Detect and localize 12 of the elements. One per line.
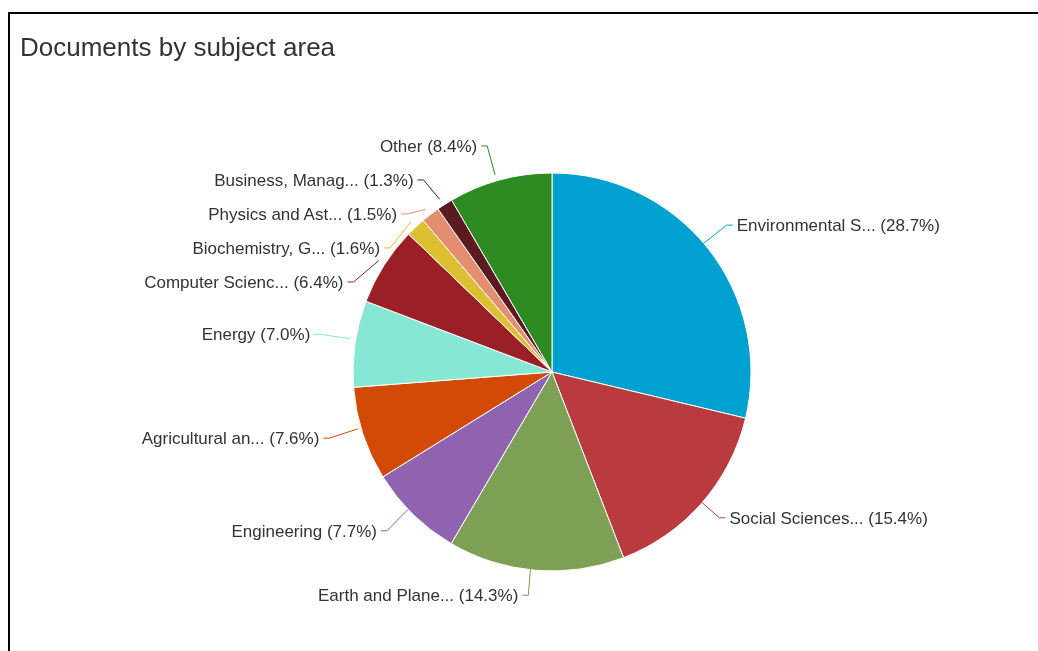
slice-label: Engineering (7.7%) [231,521,377,541]
slice-label: Environmental S... (28.7%) [736,216,940,236]
slice-label: Business, Manag... (1.3%) [214,170,414,190]
slice-label: Social Sciences... (15.4%) [729,508,928,528]
slice-label: Other (8.4%) [379,136,478,156]
slice-label: Energy (7.0%) [201,325,311,345]
slice-label: Earth and Plane... (14.3%) [317,586,519,606]
chart-title: Documents by subject area [20,32,336,63]
slice-label: Agricultural an... (7.6%) [141,429,320,449]
slice-label: Biochemistry, G... (1.6%) [192,238,381,258]
slice-label: Computer Scienc... (6.4%) [144,272,344,292]
slice-label: Physics and Ast... (1.5%) [208,204,398,224]
